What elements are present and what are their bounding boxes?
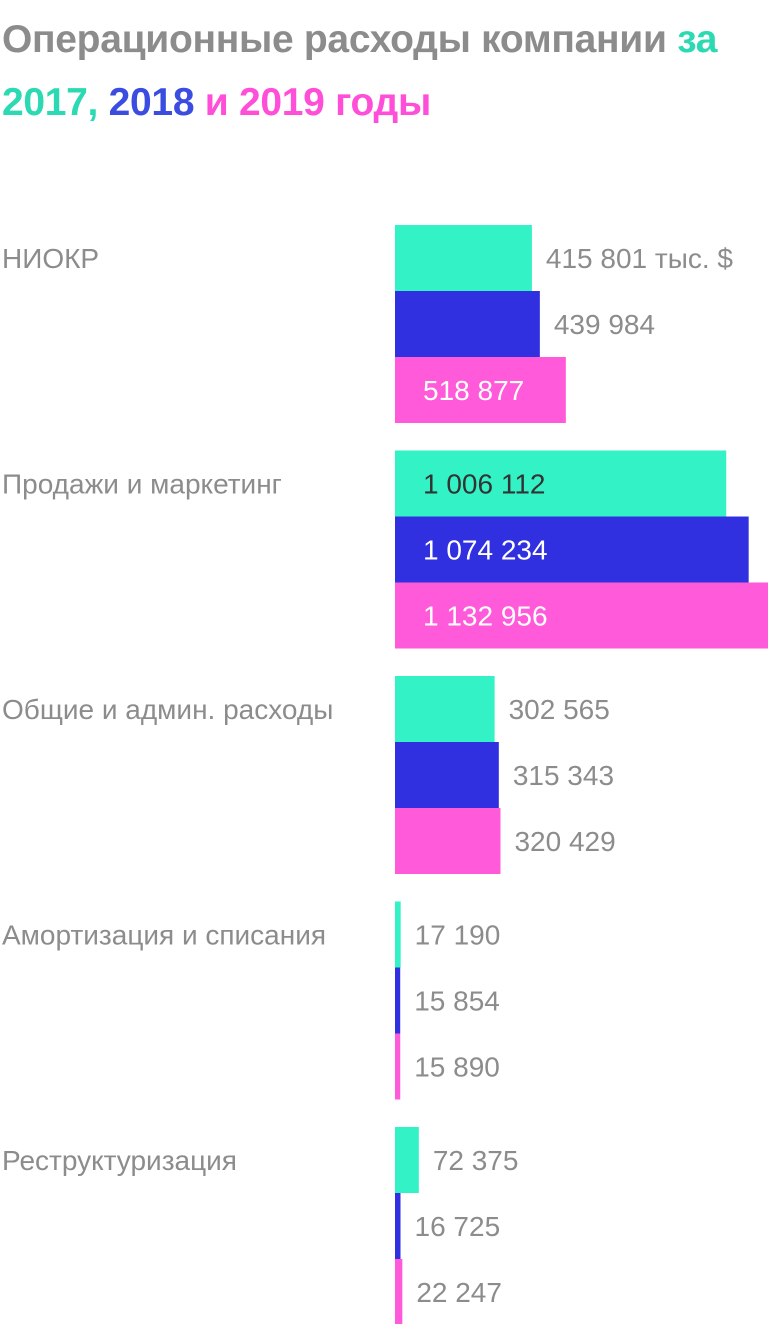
value-label-sales-marketing-2019: 1 132 956: [423, 601, 548, 632]
value-label-general-admin-2018: 315 343: [513, 760, 614, 791]
bar-amortization-2018: [395, 967, 401, 1034]
value-label-general-admin-2019: 320 429: [514, 826, 615, 857]
category-label-sales-marketing: Продажи и маркетинг: [2, 469, 282, 500]
category-label-restructuring: Реструктуризация: [2, 1145, 237, 1176]
bar-restructuring-2019: [395, 1259, 403, 1324]
value-label-restructuring-2017: 72 375: [433, 1145, 519, 1176]
bar-sales-marketing-2017: [395, 450, 727, 517]
category-label-niokr: НИОКР: [2, 243, 99, 274]
title-line-3: за 2017, 2018 и 2019 годы: [2, 18, 717, 124]
value-label-sales-marketing-2017: 1 006 112: [423, 469, 546, 500]
title-line-2: компании: [481, 18, 667, 61]
value-label-amortization-2017: 17 190: [415, 920, 501, 951]
title-line-1: Операционные расходы: [2, 18, 471, 61]
value-label-restructuring-2019: 22 247: [416, 1277, 502, 1308]
bar-general-admin-2019: [395, 808, 501, 874]
bar-restructuring-2017: [395, 1127, 419, 1193]
value-label-niokr-2018: 439 984: [554, 309, 655, 340]
bar-general-admin-2018: [395, 742, 499, 808]
title-year-2019: 2019: [238, 81, 325, 124]
title-year-2018: 2018: [108, 81, 195, 124]
value-label-amortization-2018: 15 854: [414, 986, 500, 1017]
bar-restructuring-2018: [395, 1193, 401, 1259]
category-label-amortization: Амортизация и списания: [2, 920, 326, 951]
bar-niokr-2017: [395, 225, 532, 291]
bar-amortization-2017: [395, 901, 401, 968]
chart-title: Операционные расходы компании за 2017, 2…: [2, 8, 768, 134]
bar-sales-marketing-2018: [395, 516, 749, 583]
title-year-2017: 2017,: [2, 81, 99, 124]
bar-sales-marketing-2019: [395, 582, 768, 649]
value-label-niokr-2019: 518 877: [423, 375, 524, 406]
bar-amortization-2019: [395, 1033, 401, 1100]
value-label-amortization-2019: 15 890: [414, 1052, 500, 1083]
value-label-sales-marketing-2018: 1 074 234: [423, 535, 548, 566]
bar-niokr-2018: [395, 291, 540, 357]
title-suffix: годы: [324, 81, 431, 124]
value-label-restructuring-2018: 16 725: [415, 1211, 501, 1242]
title-and: и: [194, 81, 239, 124]
value-label-niokr-2017: 415 801 тыс. $: [546, 243, 734, 274]
bar-niokr-2019: [395, 357, 566, 423]
category-label-general-admin: Общие и админ. расходы: [2, 694, 333, 725]
title-prefix: за: [677, 18, 718, 61]
value-label-general-admin-2017: 302 565: [509, 694, 610, 725]
bar-general-admin-2017: [395, 676, 495, 742]
